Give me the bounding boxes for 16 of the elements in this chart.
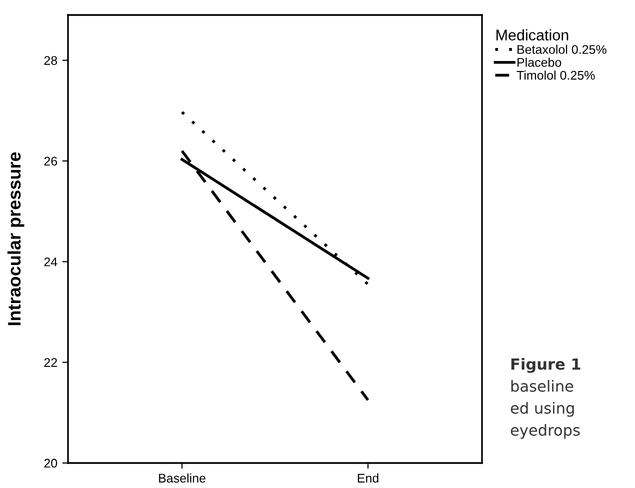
legend-label: Betaxolol 0.25%	[518, 44, 606, 54]
legend-label: Timolol 0.25%	[516, 70, 595, 80]
text: ed using	[510, 402, 574, 417]
y-tick-label: 20	[44, 458, 58, 468]
text: eyedrops	[510, 424, 580, 439]
y-tick-label: 28	[44, 56, 58, 65]
x-tick-label: End	[358, 473, 378, 483]
y-tick-label: 26	[44, 156, 58, 166]
text: baseline	[511, 380, 574, 392]
x-tick-label: Baseline	[159, 473, 206, 483]
y-axis-title: Intraocular pressure	[7, 152, 24, 326]
caption: Figure 1	[511, 358, 580, 373]
y-tick-label: 22	[44, 358, 57, 367]
legend-label: Placebo	[518, 58, 562, 67]
y-tick-label: 24	[44, 257, 58, 266]
legend-title: Medication	[496, 29, 568, 40]
